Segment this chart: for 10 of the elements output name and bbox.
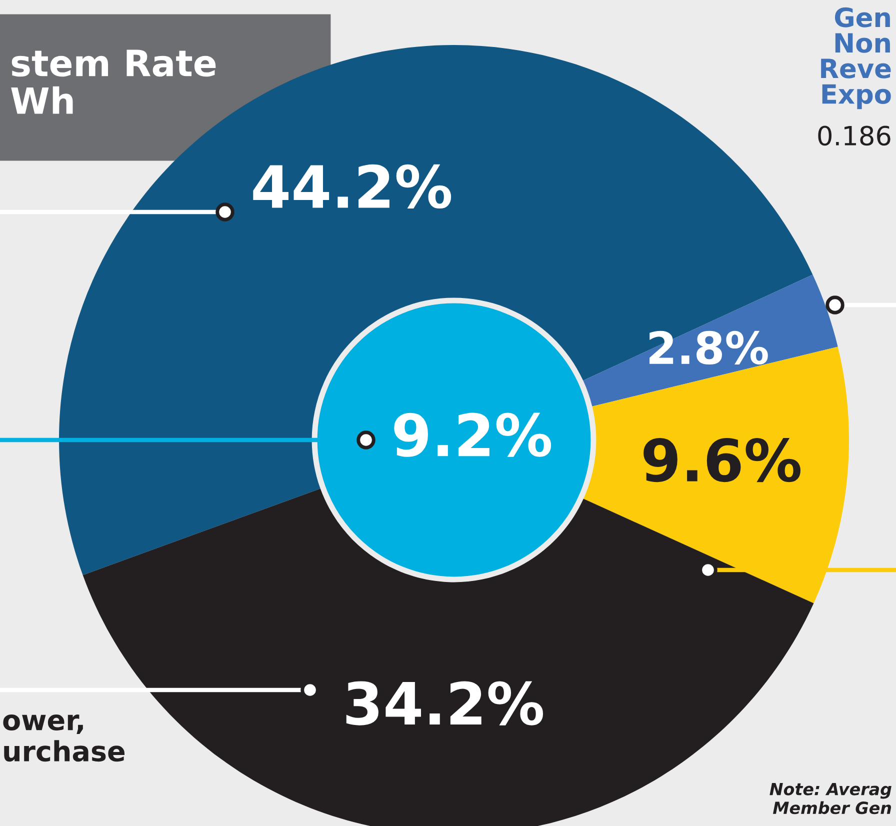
text: 0.186 <box>818 126 890 146</box>
text: stem Rate Wh <box>11 50 216 114</box>
data-label: 9.6% <box>644 438 800 482</box>
text: 9.2% <box>394 412 552 457</box>
text: Gen Non Reve Expo <box>821 7 891 110</box>
data-label: 34.2% <box>346 681 544 726</box>
data-label: 2.8% <box>650 330 768 365</box>
text: ower, urchase <box>3 714 124 762</box>
data-label: 44.2% <box>253 164 452 209</box>
text: Note: Averag Member Gen <box>770 782 892 814</box>
